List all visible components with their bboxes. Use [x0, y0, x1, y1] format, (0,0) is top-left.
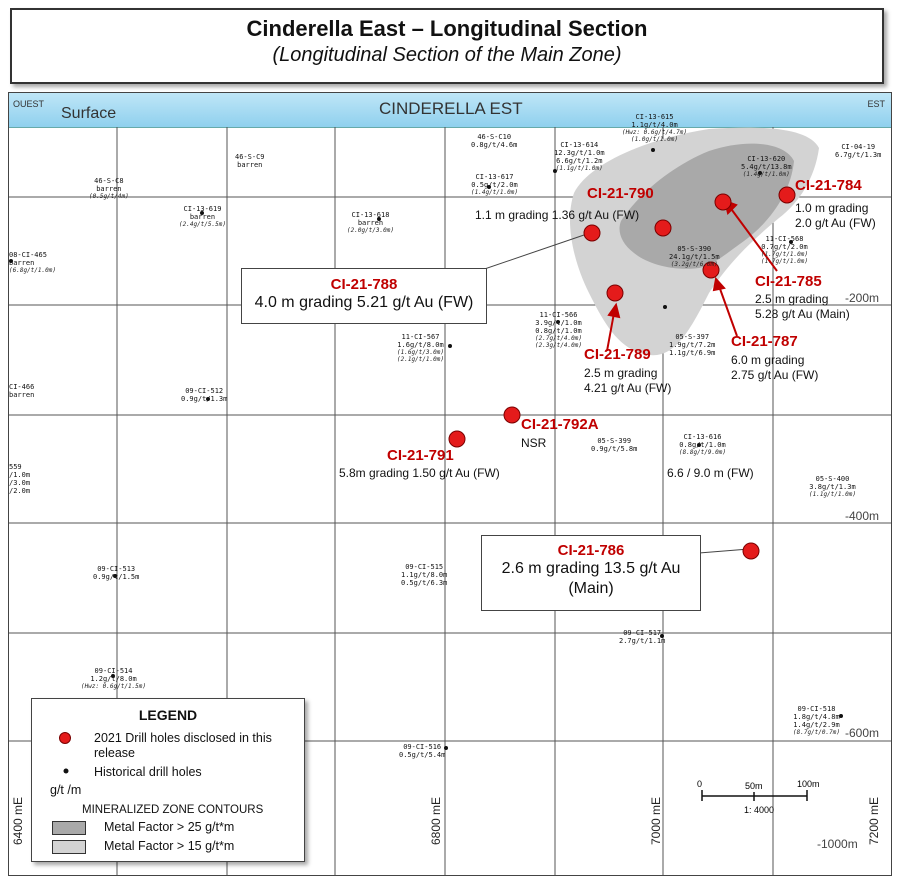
legend-title: LEGEND: [138, 707, 198, 723]
grade-ci-21-784: 1.0 m grading 2.0 g/t Au (FW): [795, 201, 876, 230]
legend: LEGEND 2021 Drill holes disclosed in thi…: [31, 698, 305, 862]
hist-09-ci-518: 09-CI-518 1.8g/t/4.8m 1.4g/t/2.9m (8.7g/t/0…: [793, 705, 840, 736]
label-ci-21-789: CI-21-789: [584, 346, 651, 363]
legend-symbols: [59, 732, 71, 774]
scale-50: 50m: [745, 781, 763, 791]
hist-11-ci-566: 11-CI-566 3.9g/t/1.0m 0.8g/t/1.0m (2.7g/t/4…: [535, 311, 582, 349]
label-ci-21-788: CI-21-788: [330, 276, 398, 293]
grade-ci-21-787: 6.0 m grading 2.75 g/t Au (FW): [731, 353, 819, 382]
legend-unit: g/t /m: [50, 783, 82, 797]
hist-09-ci-515: 09-CI-515 1.1g/t/8.0m 0.5g/t/6.3m: [401, 563, 448, 587]
hist-05-s-390: 05-S-390 24.1g/t/1.5m (3.2g/t/6.0m): [669, 245, 720, 268]
hist-09-ci-517: 09-CI-517 2.7g/t/1.1m: [619, 629, 666, 645]
arrows: [606, 199, 778, 352]
grade-ci-21-786-line1: 2.6 m grading 13.5 g/t Au: [501, 560, 681, 577]
label-ci-21-785: CI-21-785: [755, 273, 822, 290]
grade-ci-21-791: 5.8m grading 1.50 g/t Au (FW): [339, 466, 500, 480]
legend-mf15: Metal Factor > 15 g/t*m: [104, 839, 235, 853]
hist-11-ci-568: 11-CI-568 0.7g/t/2.0m (1.7g/t/1.0m) (1.7g/t…: [761, 235, 808, 265]
title: Cinderella East – Longitudinal Section: [246, 16, 648, 41]
easting-7200: 7200 mE: [867, 796, 881, 845]
hole-ci-21-785[interactable]: [714, 193, 732, 211]
label-ci-21-792a: CI-21-792A: [521, 416, 599, 433]
hist-ci-13-614: CI-13-614 12.3g/t/1.0m 6.6g/t/1.2m (1.1g/t/…: [554, 141, 605, 172]
grade-ci-21-788: 4.0 m grading 5.21 g/t Au (FW): [254, 294, 474, 311]
legend-new-holes: 2021 Drill holes disclosed in this relea…: [94, 731, 272, 760]
label-ci-21-784: CI-21-784: [795, 177, 862, 194]
historical-markers: [9, 148, 843, 750]
est-label: EST: [867, 99, 885, 109]
hist-09-ci-516: 09-CI-516 0.5g/t/5.4m: [399, 743, 446, 759]
hist-46-s-c10: 46-S-C10 0.8g/t/4.6m: [471, 133, 518, 149]
hist-09-ci-514: 09-CI-514 1.2g/t/8.0m (Hwz: 0.6g/t/1.5m): [81, 667, 147, 690]
hole-ci-21-788[interactable]: [583, 224, 601, 242]
hole-ci-21-791[interactable]: [448, 430, 466, 448]
grade-ci-21-785: 2.5 m grading 5.28 g/t Au (Main): [755, 292, 850, 321]
depth-200: -200m: [845, 291, 880, 305]
grade-ci-21-789: 2.5 m grading 4.21 g/t Au (FW): [584, 366, 672, 395]
hole-ci-21-787[interactable]: [702, 261, 720, 279]
hist-09-ci-512: 09-CI-512 0.9g/t/1.3m: [181, 387, 228, 403]
hist-ci-13-618: CI-13-618 barren (2.0g/t/3.0m): [347, 211, 394, 234]
legend-historical: Historical drill holes: [94, 765, 202, 779]
grade-ci-13-616-extra: 6.6 / 9.0 m (FW): [667, 466, 754, 480]
hole-ci-21-789[interactable]: [606, 284, 624, 302]
legend-swatch-15: [52, 840, 86, 854]
hist-ci-04-19: CI-04-19 6.7g/t/1.3m: [835, 143, 882, 159]
easting-6800: 6800 mE: [429, 796, 443, 845]
hist-05-s-399: 05-S-399 0.9g/t/5.8m: [591, 437, 638, 453]
hist-11-ci-567: 11-CI-567 1.6g/t/8.0m (1.6g/t/3.0m) (2.1g/t…: [397, 333, 444, 363]
hist-05-s-400: 05-S-400 3.8g/t/1.3m (1.1g/t/1.0m): [809, 475, 856, 498]
label-ci-21-790: CI-21-790: [587, 185, 654, 202]
section-name: CINDERELLA EST: [379, 99, 523, 118]
easting-6400: 6400 mE: [11, 796, 25, 845]
depth-400: -400m: [845, 509, 880, 523]
depth-1000: -1000m: [817, 837, 858, 851]
hole-ci-21-792a[interactable]: [503, 406, 521, 424]
left-edge-values: 559/1.0m/3.0m/2.0m: [9, 463, 31, 495]
depth-600: -600m: [845, 726, 880, 740]
ouest-label: OUEST: [13, 99, 45, 109]
legend-contours-title: MINERALIZED ZONE CONTOURS: [82, 804, 264, 816]
hist-ci-466: CI-466 barren: [9, 383, 35, 399]
scale-bar: [701, 790, 808, 801]
zone-dark: [619, 143, 794, 269]
grade-ci-21-792a: NSR: [521, 436, 547, 450]
scale-100: 100m: [797, 779, 820, 789]
legend-mf25: Metal Factor > 25 g/t*m: [104, 820, 235, 834]
hole-ci-21-790[interactable]: [654, 219, 672, 237]
subtitle: (Longitudinal Section of the Main Zone): [272, 44, 622, 66]
hist-08-ci-465: 08-CI-465 barren (6.8g/t/1.0m): [9, 251, 56, 274]
title-box: Cinderella East – Longitudinal Section (…: [10, 8, 884, 84]
surface-label: Surface: [61, 105, 117, 122]
legend-swatch-25: [52, 821, 86, 835]
grade-ci-21-786-line2: (Main): [568, 580, 614, 597]
label-ci-21-787: CI-21-787: [731, 333, 798, 350]
easting-7000: 7000 mE: [649, 796, 663, 845]
label-ci-21-786: CI-21-786: [557, 542, 625, 559]
hist-05-s-397: 05-S-397 1.9g/t/7.2m 1.1g/t/6.9m: [669, 333, 716, 357]
hist-ci-13-616: CI-13-616 0.8g/t/1.0m (8.8g/t/9.0m): [679, 433, 726, 456]
hist-ci-13-620: CI-13-620 5.4g/t/13.8m (1.4g/t/1.0m): [741, 155, 792, 178]
grade-ci-21-790: 1.1 m grading 1.36 g/t Au (FW): [475, 208, 640, 222]
new-hole-markers: [448, 186, 796, 560]
hist-46-s-c8: 46-S-C8 barren (0.5g/t/4m): [89, 177, 129, 200]
hist-46-s-c9: 46-S-C9 barren: [235, 153, 265, 169]
scale-0: 0: [697, 779, 703, 789]
surface-band: [9, 93, 891, 128]
section-graphics: [9, 127, 891, 875]
callout-ci-21-786: CI-21-786 2.6 m grading 13.5 g/t Au (Mai…: [481, 535, 701, 611]
hole-ci-21-784[interactable]: [778, 186, 796, 204]
section-map: OUEST Surface CINDERELLA EST EST: [8, 92, 892, 876]
hist-ci-13-617: CI-13-617 0.5g/t/2.0m (1.4g/t/1.0m): [471, 173, 518, 196]
hist-ci-13-615: CI-13-615 1.1g/t/4.0m (Hwz: 0.6g/t/4.7m) (1…: [622, 113, 688, 143]
hole-ci-21-786[interactable]: [742, 542, 760, 560]
callout-ci-21-788: CI-21-788 4.0 m grading 5.21 g/t Au (FW): [241, 268, 487, 324]
label-ci-21-791: CI-21-791: [387, 447, 454, 464]
hist-09-ci-513: 09-CI-513 0.9g/t/1.5m: [93, 565, 140, 581]
hist-ci-13-619: CI-13-619 barren (2.4g/t/5.5m): [179, 205, 226, 228]
scale-ratio: 1: 4000: [744, 805, 775, 815]
